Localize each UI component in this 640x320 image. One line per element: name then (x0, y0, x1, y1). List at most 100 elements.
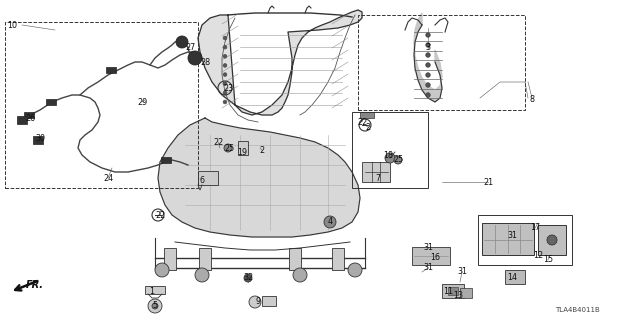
Bar (106, 67, 116, 73)
Circle shape (224, 144, 232, 152)
Text: 32: 32 (243, 274, 253, 283)
Circle shape (223, 100, 227, 104)
Text: 19: 19 (237, 148, 247, 156)
Bar (505, 270, 525, 284)
Text: 29: 29 (137, 98, 147, 107)
Bar (24, 112, 34, 118)
Circle shape (244, 274, 252, 282)
Circle shape (223, 36, 227, 40)
Circle shape (426, 83, 430, 87)
Text: 8: 8 (529, 95, 534, 105)
Text: 24: 24 (103, 173, 113, 182)
Text: 31: 31 (457, 268, 467, 276)
Polygon shape (158, 118, 360, 237)
Circle shape (195, 268, 209, 282)
Bar (262, 296, 276, 306)
Text: 22: 22 (213, 138, 223, 147)
Text: 3: 3 (426, 44, 431, 52)
Bar (442, 284, 464, 298)
Text: 22: 22 (357, 117, 367, 126)
Text: 25: 25 (393, 156, 403, 164)
Text: 22: 22 (155, 211, 165, 220)
Circle shape (223, 91, 227, 95)
Circle shape (426, 53, 430, 57)
Text: 26: 26 (25, 114, 35, 123)
Bar (17, 116, 27, 124)
Text: 16: 16 (430, 253, 440, 262)
Bar (161, 157, 171, 163)
Text: 6: 6 (200, 175, 205, 185)
Text: 21: 21 (483, 178, 493, 187)
Bar (46, 99, 56, 105)
Text: TLA4B4011B: TLA4B4011B (555, 307, 600, 313)
Bar (332, 248, 344, 270)
Text: 5: 5 (152, 301, 157, 310)
Circle shape (249, 296, 261, 308)
Polygon shape (198, 10, 362, 115)
Text: 7: 7 (376, 173, 381, 182)
Bar (5, 22, 198, 188)
Text: 1: 1 (150, 287, 154, 297)
Circle shape (223, 73, 227, 76)
Bar (358, 15, 525, 110)
Circle shape (155, 263, 169, 277)
Circle shape (426, 93, 430, 97)
Circle shape (394, 156, 402, 164)
Text: 14: 14 (507, 274, 517, 283)
Circle shape (426, 73, 430, 77)
Text: 31: 31 (507, 230, 517, 239)
Circle shape (385, 153, 395, 163)
Text: 23: 23 (223, 84, 233, 92)
Circle shape (348, 263, 362, 277)
Text: 17: 17 (530, 223, 540, 233)
Bar (164, 248, 176, 270)
Bar (360, 112, 374, 118)
Text: 4: 4 (328, 218, 333, 227)
Bar (198, 171, 218, 185)
Bar (362, 162, 390, 182)
Circle shape (324, 216, 336, 228)
Text: 31: 31 (423, 244, 433, 252)
Bar (412, 247, 450, 265)
Text: 2: 2 (259, 146, 264, 155)
Text: 18: 18 (383, 150, 393, 159)
Circle shape (223, 82, 227, 85)
Text: 13: 13 (453, 291, 463, 300)
Bar (538, 225, 566, 255)
Text: 30: 30 (35, 133, 45, 142)
Circle shape (188, 51, 202, 65)
Circle shape (223, 64, 227, 67)
Bar (482, 223, 534, 255)
Text: 10: 10 (7, 20, 17, 29)
Circle shape (148, 299, 162, 313)
Circle shape (223, 45, 227, 49)
Bar (238, 141, 248, 155)
Bar (478, 215, 572, 265)
Circle shape (426, 63, 430, 67)
Bar (448, 287, 458, 295)
Circle shape (426, 33, 430, 37)
Circle shape (426, 43, 430, 47)
Text: 11: 11 (443, 287, 453, 297)
Text: 27: 27 (185, 44, 195, 52)
Circle shape (547, 235, 557, 245)
Circle shape (293, 268, 307, 282)
Text: 31: 31 (423, 263, 433, 273)
Bar (289, 248, 301, 270)
Circle shape (223, 54, 227, 58)
Circle shape (176, 36, 188, 48)
Polygon shape (414, 13, 442, 102)
Text: 28: 28 (200, 58, 210, 67)
Bar (145, 286, 165, 294)
Text: 12: 12 (533, 251, 543, 260)
Bar (199, 248, 211, 270)
Text: FR.: FR. (26, 280, 44, 290)
Text: 2: 2 (365, 123, 371, 132)
Bar (460, 288, 472, 298)
Text: 9: 9 (255, 298, 260, 307)
Circle shape (152, 303, 158, 309)
Bar (33, 136, 43, 144)
Bar (352, 112, 428, 188)
Text: 25: 25 (225, 143, 235, 153)
Text: 15: 15 (543, 255, 553, 265)
